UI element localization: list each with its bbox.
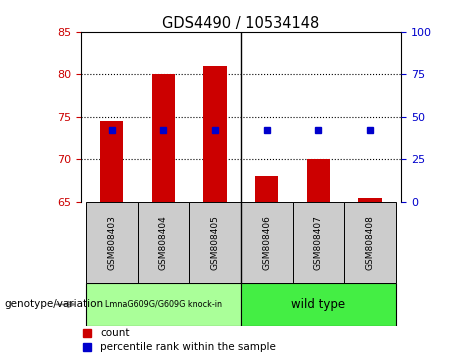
Bar bbox=[241, 202, 293, 283]
Text: GSM808406: GSM808406 bbox=[262, 215, 271, 270]
Text: GSM808408: GSM808408 bbox=[366, 215, 375, 270]
Text: percentile rank within the sample: percentile rank within the sample bbox=[100, 342, 276, 352]
Bar bbox=[255, 176, 278, 202]
Bar bbox=[86, 202, 137, 283]
Text: GSM808403: GSM808403 bbox=[107, 215, 116, 270]
Bar bbox=[152, 74, 175, 202]
Bar bbox=[241, 283, 396, 326]
Bar bbox=[203, 66, 227, 202]
Bar bbox=[307, 159, 330, 202]
Title: GDS4490 / 10534148: GDS4490 / 10534148 bbox=[162, 16, 319, 31]
Bar bbox=[359, 198, 382, 202]
Text: GSM808407: GSM808407 bbox=[314, 215, 323, 270]
Text: count: count bbox=[100, 328, 130, 338]
Bar bbox=[86, 283, 241, 326]
Bar bbox=[344, 202, 396, 283]
Bar bbox=[100, 121, 123, 202]
Text: wild type: wild type bbox=[291, 298, 345, 311]
Text: GSM808404: GSM808404 bbox=[159, 215, 168, 270]
Bar bbox=[293, 202, 344, 283]
Text: genotype/variation: genotype/variation bbox=[5, 299, 104, 309]
Bar bbox=[189, 202, 241, 283]
Text: LmnaG609G/G609G knock-in: LmnaG609G/G609G knock-in bbox=[105, 300, 222, 309]
Text: GSM808405: GSM808405 bbox=[211, 215, 219, 270]
Bar bbox=[137, 202, 189, 283]
